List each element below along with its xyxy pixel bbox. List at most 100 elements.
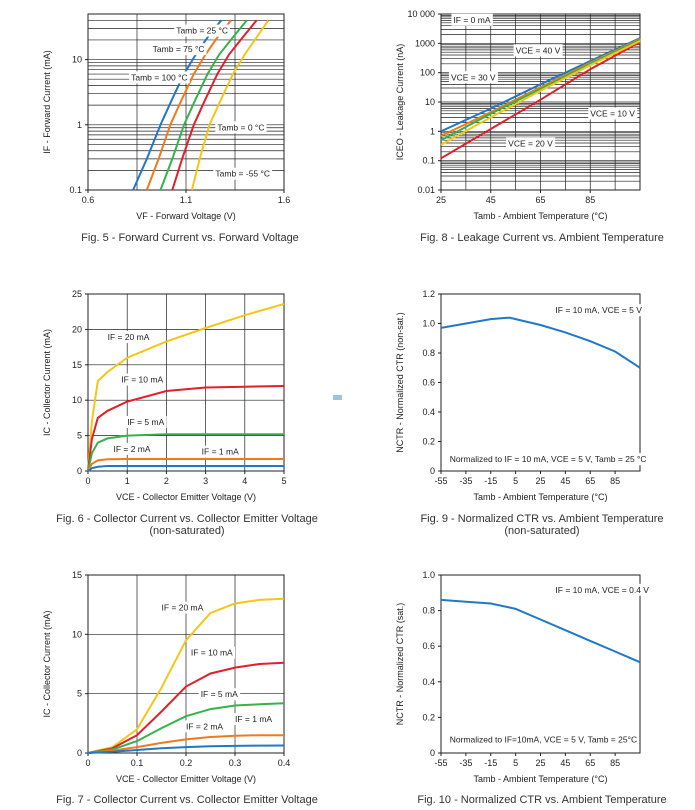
x-tick-label: 65 <box>535 195 545 205</box>
x-tick-label: 0 <box>85 758 90 768</box>
x-tick-label: 45 <box>486 195 496 205</box>
y-tick-label: 0 <box>77 748 82 758</box>
annotation-label: IF = 1 mA <box>202 447 239 457</box>
x-axis-label: VF - Forward Voltage (V) <box>136 211 236 221</box>
annotation-backing <box>448 71 498 84</box>
annotation-backing <box>588 107 638 120</box>
annotation-backing <box>451 13 493 26</box>
annotation-backing <box>447 733 640 746</box>
y-tick-label: 20 <box>72 324 82 334</box>
annotation-backing <box>553 304 645 317</box>
x-tick-label: 0.4 <box>278 758 291 768</box>
x-axis-label: Tamb - Ambient Temperature (°C) <box>474 774 608 784</box>
x-tick-label: -15 <box>484 476 497 486</box>
annotation-label: IF = 1 mA <box>235 714 272 724</box>
annotation-backing <box>111 442 153 455</box>
series-group <box>440 37 641 160</box>
annotation-label: VCE = 30 V <box>451 72 496 82</box>
annotations: IF = 20 mA IF = 10 mA IF = 5 mA IF = 2 mA IF… <box>105 331 242 458</box>
divider-mark <box>333 395 342 400</box>
x-tick-label: 65 <box>585 758 595 768</box>
x-tick-label: 85 <box>585 195 595 205</box>
x-tick-label: 5 <box>513 476 518 486</box>
y-tick-label: 5 <box>77 431 82 441</box>
series-line-1 <box>87 385 285 472</box>
x-axis-label: Tamb - Ambient Temperature (°C) <box>474 492 608 502</box>
annotation-backing <box>198 688 241 701</box>
annotations: IF = 20 mA IF = 10 mA IF = 5 mA IF = 2 mA IF… <box>159 601 275 733</box>
series-line-2 <box>87 702 285 754</box>
y-axis-label: ICEO - Leakage Current (nA) <box>395 44 405 161</box>
series-line-0 <box>440 37 641 133</box>
y-tick-label: 0.1 <box>69 185 82 195</box>
x-tick-label: 3 <box>203 476 208 486</box>
y-tick-label: 25 <box>72 289 82 299</box>
y-tick-label: 5 <box>77 689 82 699</box>
annotation-label: IF = 5 mA <box>201 689 238 699</box>
series-line-4 <box>87 465 284 472</box>
y-tick-label: 0.8 <box>422 606 435 616</box>
figure-caption: Fig. 9 - Normalized CTR vs. Ambient Temp… <box>420 513 663 525</box>
annotation-backing <box>513 44 563 57</box>
series-line-3 <box>440 41 641 160</box>
figure-caption: Fig. 10 - Normalized CTR vs. Ambient Tem… <box>417 794 666 806</box>
x-tick-label: 5 <box>513 758 518 768</box>
x-tick-label: 45 <box>560 758 570 768</box>
annotation-backing <box>159 601 206 614</box>
y-tick-label: 0 <box>430 466 435 476</box>
x-tick-label: -55 <box>434 476 447 486</box>
annotation-backing <box>105 331 152 344</box>
x-tick-label: 0.2 <box>180 758 193 768</box>
annotation-label: Tamb = 25 °C <box>176 26 228 36</box>
series-line-4 <box>440 40 641 146</box>
tick-labels: -55 -35 -15 5 25 45 65 85 0 0.2 0.4 0.6 0.8 1.0 1.2 <box>422 289 620 486</box>
x-tick-label: 0.1 <box>131 758 144 768</box>
x-tick-label: 4 <box>242 476 247 486</box>
x-tick-label: 0.3 <box>229 758 242 768</box>
y-tick-label: 0.1 <box>422 156 435 166</box>
annotation-label: IF = 10 mA <box>121 375 163 385</box>
y-tick-label: 10 <box>72 395 82 405</box>
series-line-2 <box>87 433 284 472</box>
y-axis-label: NCTR - Normalized CTR (non-sat.) <box>395 312 405 453</box>
x-tick-label: 1.1 <box>180 195 193 205</box>
annotation-label: IF = 10 mA <box>191 648 233 658</box>
series-line-2 <box>440 39 641 142</box>
annotation-label: IF = 10 mA, VCE = 5 V <box>555 305 642 315</box>
y-axis-label: IC - Collector Current (mA) <box>42 610 52 717</box>
annotation-label: IF = 20 mA <box>108 332 150 342</box>
y-tick-label: 1 <box>430 126 435 136</box>
series-group <box>440 316 641 369</box>
annotation-backing <box>553 583 652 596</box>
y-tick-label: 1000 <box>415 38 435 48</box>
annotation-label: IF = 10 mA, VCE = 0.4 V <box>555 585 649 595</box>
annotations: IF = 10 mA, VCE = 0.4 V Normalized to IF=… <box>447 583 652 746</box>
x-axis-label: Tamb - Ambient Temperature (°C) <box>474 211 608 221</box>
annotation-label: IF = 0 mA <box>453 15 490 25</box>
annotation-backing <box>184 720 226 733</box>
series-group <box>87 597 285 754</box>
annotations: IF = 0 mA VCE = 40 V VCE = 30 V VCE = 10 V V… <box>448 13 638 150</box>
y-tick-label: 15 <box>72 570 82 580</box>
x-tick-label: -55 <box>434 758 447 768</box>
figure-caption: Fig. 5 - Forward Current vs. Forward Vol… <box>81 232 299 244</box>
tick-labels: 0 1 2 3 4 5 0 5 10 15 20 25 <box>72 289 287 486</box>
annotation-backing <box>174 24 231 37</box>
annotation-label: Tamb = 75 °C <box>153 44 205 54</box>
plot-frame <box>440 293 641 472</box>
annotation-backing <box>447 453 649 466</box>
y-tick-label: 1.0 <box>422 570 435 580</box>
chart-fig9: -55 -35 -15 5 25 45 65 85 0 0.2 0.4 0.6 0.8 1.0 1.2 Tam… <box>395 289 664 537</box>
series-line-0 <box>87 302 285 472</box>
figure-caption: Fig. 8 - Leakage Current vs. Ambient Tem… <box>420 232 664 244</box>
gridlines <box>440 14 641 191</box>
y-tick-label: 0.6 <box>422 641 435 651</box>
series-line-0 <box>87 597 285 754</box>
x-tick-label: 5 <box>281 476 286 486</box>
series-group <box>440 598 641 664</box>
series-line-4 <box>190 19 270 191</box>
plot-frame <box>87 293 285 472</box>
x-tick-label: 25 <box>436 195 446 205</box>
annotations: IF = 10 mA, VCE = 5 V Normalized to IF = … <box>447 304 649 466</box>
